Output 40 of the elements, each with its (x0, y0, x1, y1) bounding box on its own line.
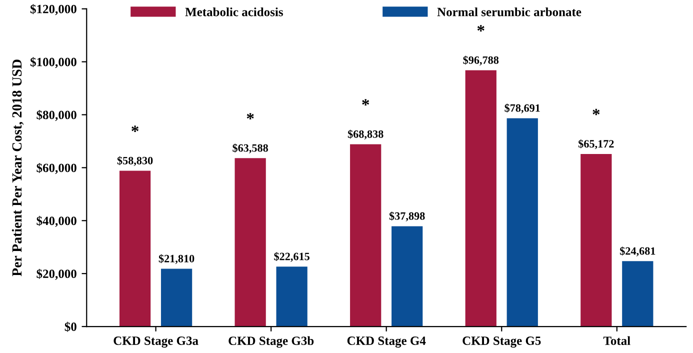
data-label: $22,615 (274, 252, 310, 262)
y-tick-label: $60,000 (36, 162, 76, 174)
bar (119, 170, 151, 327)
y-tick-label: $120,000 (30, 4, 76, 16)
bar (160, 268, 192, 327)
bar (276, 266, 308, 327)
bar (622, 261, 654, 327)
annotation: * (477, 25, 484, 32)
x-tick-label: CKD Stage G4 (347, 336, 426, 348)
legend-label: Metabolic acidosis (185, 7, 283, 16)
data-label: $68,838 (348, 130, 384, 140)
annotation: * (362, 99, 370, 106)
data-label: $63,588 (232, 144, 268, 154)
annotation: * (592, 108, 600, 116)
bar (392, 226, 423, 327)
bar (580, 154, 612, 327)
x-tick-label: Total (603, 336, 630, 346)
data-label: $58,830 (117, 156, 153, 166)
y-tick-label: $20,000 (36, 268, 76, 280)
bar (234, 158, 266, 327)
data-label: $65,172 (578, 139, 614, 150)
bar (350, 144, 382, 327)
y-tick-label: $100,000 (30, 57, 76, 68)
y-tick-label: $80,000 (36, 110, 76, 121)
bar (506, 118, 538, 327)
data-label: $96,788 (463, 56, 499, 66)
y-tick-label: $40,000 (36, 216, 76, 227)
x-tick-label: CKD Stage G3b (228, 336, 314, 348)
bar (465, 70, 496, 327)
data-label: $24,681 (620, 246, 656, 256)
x-tick-label: CKD Stage G3a (114, 336, 198, 348)
annotation: * (246, 113, 254, 120)
annotation: * (132, 126, 139, 132)
data-label: $78,691 (504, 104, 540, 114)
data-label: $37,898 (389, 212, 425, 222)
y-axis-title: Per Patient Per Year Cost, 2018 USD (12, 60, 24, 276)
y-tick-label: $0 (64, 322, 76, 332)
data-label: $21,810 (158, 254, 194, 264)
legend-label: Normal serumbic arbonate (437, 7, 582, 16)
x-tick-label: CKD Stage G5 (462, 336, 541, 348)
